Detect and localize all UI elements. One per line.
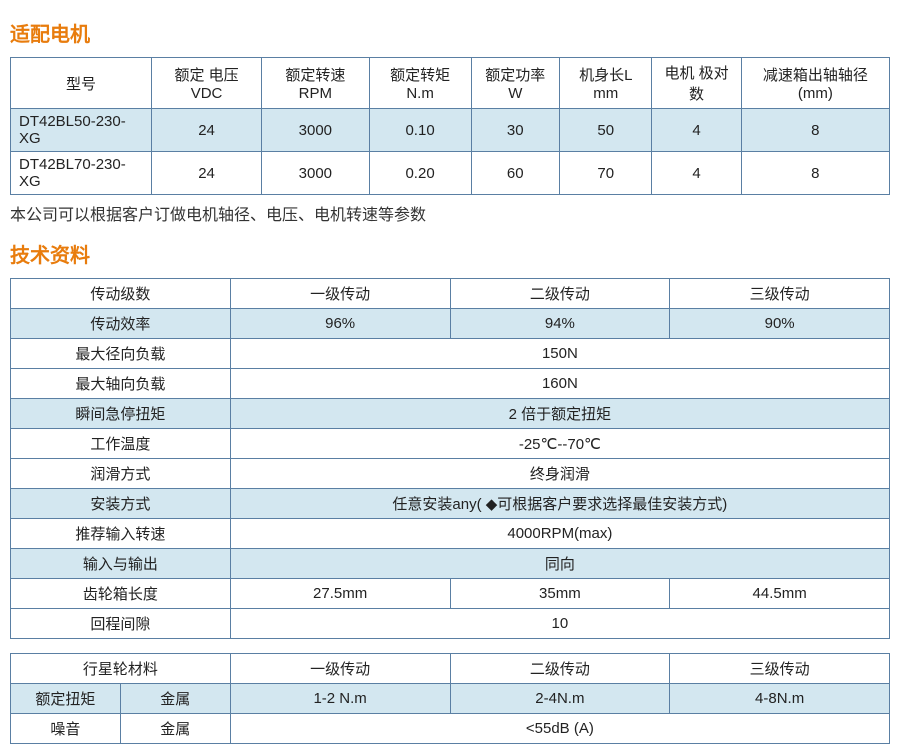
spec-label: 传动级数 bbox=[11, 279, 231, 309]
cell: 24 bbox=[152, 152, 262, 195]
section2-title: 技术资料 bbox=[10, 239, 890, 268]
spec-val: 10 bbox=[230, 609, 889, 639]
spec-row: 最大轴向负载160N bbox=[11, 369, 890, 399]
section1-title: 适配电机 bbox=[10, 18, 890, 47]
motor-row-0: DT42BL50-230-XG 24 3000 0.10 30 50 4 8 bbox=[11, 109, 890, 152]
spec-row: 输入与输出同向 bbox=[11, 549, 890, 579]
spec-label: 输入与输出 bbox=[11, 549, 231, 579]
spec-row: 传动效率96%94%90% bbox=[11, 309, 890, 339]
mat-l1: 额定扭矩 bbox=[11, 684, 121, 714]
h-len: 机身长L mm bbox=[560, 58, 652, 109]
spec-val: 90% bbox=[670, 309, 890, 339]
spec-val: 终身润滑 bbox=[230, 459, 889, 489]
h-shaft: 减速箱出轴轴径(mm) bbox=[741, 58, 889, 109]
cell: 8 bbox=[741, 109, 889, 152]
mat-l1: 噪音 bbox=[11, 714, 121, 744]
cell: 0.10 bbox=[369, 109, 471, 152]
spec-val: 150N bbox=[230, 339, 889, 369]
mat-h-l1: 行星轮材料 bbox=[11, 654, 231, 684]
motor-table: 型号 额定 电压 VDC 额定转速 RPM 额定转矩 N.m 额定功率 W 机身… bbox=[10, 57, 890, 195]
spec-table: 传动级数一级传动二级传动三级传动传动效率96%94%90%最大径向负载150N最… bbox=[10, 278, 890, 639]
mat-l2: 金属 bbox=[120, 714, 230, 744]
mat-h-c3: 三级传动 bbox=[670, 654, 890, 684]
spec-label: 最大径向负载 bbox=[11, 339, 231, 369]
spec-row: 润滑方式终身润滑 bbox=[11, 459, 890, 489]
spec-label: 瞬间急停扭矩 bbox=[11, 399, 231, 429]
spec-val: 44.5mm bbox=[670, 579, 890, 609]
mat-c3: 4-8N.m bbox=[670, 684, 890, 714]
spec-label: 润滑方式 bbox=[11, 459, 231, 489]
spec-row: 回程间隙10 bbox=[11, 609, 890, 639]
h-vdc: 额定 电压 VDC bbox=[152, 58, 262, 109]
spec-val: 一级传动 bbox=[230, 279, 450, 309]
spec-row: 传动级数一级传动二级传动三级传动 bbox=[11, 279, 890, 309]
spec-val: 27.5mm bbox=[230, 579, 450, 609]
cell: DT42BL50-230-XG bbox=[11, 109, 152, 152]
mat-row-noise: 噪音 金属 <55dB (A) bbox=[11, 714, 890, 744]
motor-note: 本公司可以根据客户订做电机轴径、电压、电机转速等参数 bbox=[10, 201, 890, 225]
spec-val: 4000RPM(max) bbox=[230, 519, 889, 549]
h-rpm: 额定转速 RPM bbox=[262, 58, 370, 109]
cell: 4 bbox=[652, 109, 741, 152]
mat-row-torque: 额定扭矩 金属 1-2 N.m 2-4N.m 4-8N.m bbox=[11, 684, 890, 714]
spec-row: 最大径向负载150N bbox=[11, 339, 890, 369]
h-nm: 额定转矩 N.m bbox=[369, 58, 471, 109]
spec-row: 安装方式任意安装any( ◆可根据客户要求选择最佳安装方式) bbox=[11, 489, 890, 519]
mat-header: 行星轮材料 一级传动 二级传动 三级传动 bbox=[11, 654, 890, 684]
spec-val: 94% bbox=[450, 309, 670, 339]
cell: 60 bbox=[471, 152, 560, 195]
spec-val: 160N bbox=[230, 369, 889, 399]
cell: 70 bbox=[560, 152, 652, 195]
spec-row: 瞬间急停扭矩2 倍于额定扭矩 bbox=[11, 399, 890, 429]
spec-val: 三级传动 bbox=[670, 279, 890, 309]
motor-row-1: DT42BL70-230-XG 24 3000 0.20 60 70 4 8 bbox=[11, 152, 890, 195]
spec-label: 安装方式 bbox=[11, 489, 231, 519]
spec-label: 推荐输入转速 bbox=[11, 519, 231, 549]
spec-label: 传动效率 bbox=[11, 309, 231, 339]
spec-label: 回程间隙 bbox=[11, 609, 231, 639]
cell: 8 bbox=[741, 152, 889, 195]
spec-row: 推荐输入转速4000RPM(max) bbox=[11, 519, 890, 549]
h-w: 额定功率 W bbox=[471, 58, 560, 109]
mat-l2: 金属 bbox=[120, 684, 230, 714]
spec-label: 工作温度 bbox=[11, 429, 231, 459]
cell: 3000 bbox=[262, 152, 370, 195]
spec-val: 二级传动 bbox=[450, 279, 670, 309]
mat-c2: 2-4N.m bbox=[450, 684, 670, 714]
cell: 24 bbox=[152, 109, 262, 152]
h-model: 型号 bbox=[11, 58, 152, 109]
spec-val: 35mm bbox=[450, 579, 670, 609]
spec-label: 最大轴向负载 bbox=[11, 369, 231, 399]
spec-val: 同向 bbox=[230, 549, 889, 579]
cell: 3000 bbox=[262, 109, 370, 152]
cell: DT42BL70-230-XG bbox=[11, 152, 152, 195]
spec-val: -25℃--70℃ bbox=[230, 429, 889, 459]
mat-val: <55dB (A) bbox=[230, 714, 889, 744]
spec-label: 齿轮箱长度 bbox=[11, 579, 231, 609]
cell: 0.20 bbox=[369, 152, 471, 195]
spec-val: 2 倍于额定扭矩 bbox=[230, 399, 889, 429]
mat-c1: 1-2 N.m bbox=[230, 684, 450, 714]
spec-val: 任意安装any( ◆可根据客户要求选择最佳安装方式) bbox=[230, 489, 889, 519]
cell: 4 bbox=[652, 152, 741, 195]
mat-h-c1: 一级传动 bbox=[230, 654, 450, 684]
material-table: 行星轮材料 一级传动 二级传动 三级传动 额定扭矩 金属 1-2 N.m 2-4… bbox=[10, 653, 890, 744]
cell: 30 bbox=[471, 109, 560, 152]
spec-val: 96% bbox=[230, 309, 450, 339]
h-poles: 电机 极对数 bbox=[652, 58, 741, 109]
mat-h-c2: 二级传动 bbox=[450, 654, 670, 684]
motor-header-row: 型号 额定 电压 VDC 额定转速 RPM 额定转矩 N.m 额定功率 W 机身… bbox=[11, 58, 890, 109]
spec-row: 工作温度-25℃--70℃ bbox=[11, 429, 890, 459]
cell: 50 bbox=[560, 109, 652, 152]
spec-row: 齿轮箱长度27.5mm35mm44.5mm bbox=[11, 579, 890, 609]
